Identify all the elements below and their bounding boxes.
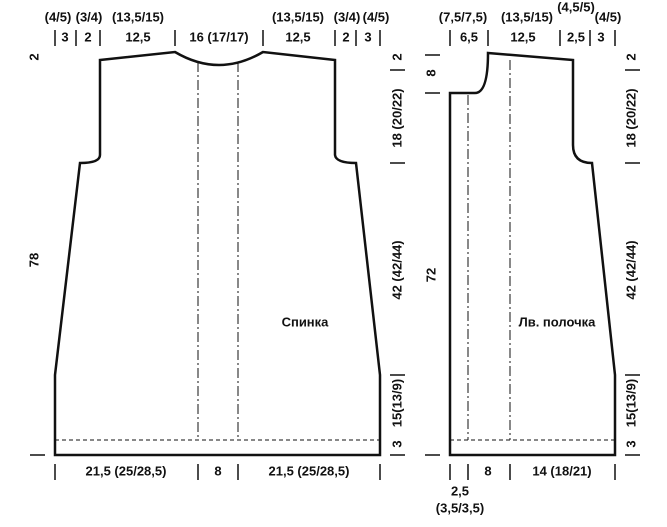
dimension: (3,5/3,5) bbox=[436, 500, 484, 515]
dimension: 12,5 bbox=[125, 29, 150, 44]
dimension: 15(13/9) bbox=[623, 379, 638, 427]
dimension: 3 bbox=[364, 29, 371, 44]
dimension: 3 bbox=[623, 440, 638, 447]
dimension: 3 bbox=[61, 29, 68, 44]
dimension: 42 (42/44) bbox=[389, 240, 404, 299]
dimension: (4,5/5) bbox=[557, 0, 595, 14]
dimension: (13,5/15) bbox=[112, 9, 164, 24]
dimension: 15(13/9) bbox=[389, 379, 404, 427]
dimension: 16 (17/17) bbox=[189, 29, 248, 44]
measure-ticks bbox=[30, 30, 640, 480]
dimension: 12,5 bbox=[510, 29, 535, 44]
dimension: (3/4) bbox=[76, 9, 103, 24]
dimension: 2 bbox=[623, 53, 638, 60]
dimension: 42 (42/44) bbox=[623, 240, 638, 299]
dimension: 14 (18/21) bbox=[532, 463, 591, 478]
dimension: (4/5) bbox=[45, 9, 72, 24]
dimension: 3 bbox=[597, 29, 604, 44]
dimension: 21,5 (25/28,5) bbox=[86, 463, 167, 478]
dimension: 18 (20/22) bbox=[623, 88, 638, 147]
dimension: (13,5/15) bbox=[272, 9, 324, 24]
dimension: 78 bbox=[26, 253, 41, 267]
dimension: (7,5/7,5) bbox=[439, 9, 487, 24]
dimension: 21,5 (25/28,5) bbox=[269, 463, 350, 478]
dimension: 8 bbox=[423, 69, 438, 76]
piece-label: Лв. полочка bbox=[519, 314, 597, 329]
dimension: (3/4) bbox=[334, 9, 361, 24]
dimension: 18 (20/22) bbox=[389, 88, 404, 147]
dimension: 72 bbox=[423, 268, 438, 282]
dimension: 2,5 bbox=[567, 29, 585, 44]
dimension: 2 bbox=[26, 53, 41, 60]
front-outline bbox=[448, 51, 617, 457]
dimension: (13,5/15) bbox=[501, 9, 553, 24]
dimension: 3 bbox=[389, 440, 404, 447]
dimension: (4/5) bbox=[595, 9, 622, 24]
dimension: 8 bbox=[484, 463, 491, 478]
dimension: 12,5 bbox=[285, 29, 310, 44]
dimension: 6,5 bbox=[460, 29, 478, 44]
dimension: 8 bbox=[214, 463, 221, 478]
dimension: 2 bbox=[342, 29, 349, 44]
piece-label: Спинка bbox=[282, 314, 330, 329]
dimension: 2 bbox=[84, 29, 91, 44]
dimension: 2 bbox=[389, 53, 404, 60]
dimension: (4/5) bbox=[363, 9, 390, 24]
dimension: 2,5 bbox=[451, 483, 469, 498]
back-outline bbox=[53, 50, 382, 457]
